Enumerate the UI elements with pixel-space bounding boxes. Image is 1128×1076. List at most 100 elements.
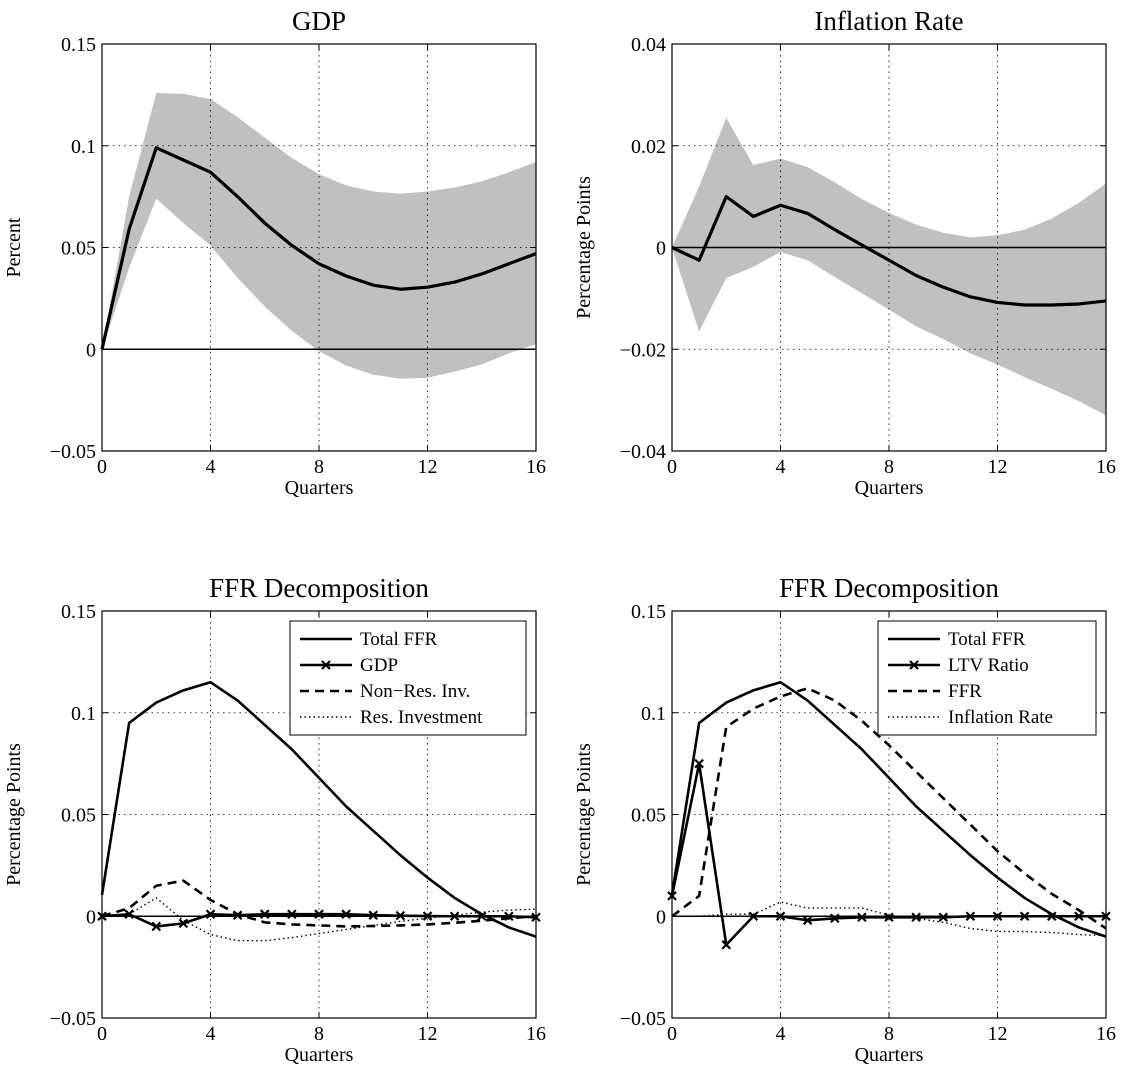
data-point-marker <box>884 912 894 923</box>
x-tick-label: 12 <box>418 456 438 478</box>
y-tick-label: 0 <box>86 906 96 928</box>
y-tick-label: 0.02 <box>631 136 666 158</box>
y-tick-label: 0.15 <box>61 601 96 623</box>
y-tick-label: −0.05 <box>50 1008 96 1030</box>
series-line-3 <box>671 687 1107 930</box>
x-tick-label: 4 <box>206 1023 216 1045</box>
x-tick-label: 16 <box>1096 1023 1116 1045</box>
data-point-marker <box>694 758 704 769</box>
data-point-marker <box>829 913 840 924</box>
y-tick-label: 0.15 <box>631 601 666 623</box>
x-tick-label: 0 <box>97 1023 107 1045</box>
data-point-marker <box>748 911 759 922</box>
series-line-1 <box>100 146 537 350</box>
x-tick-label: 4 <box>206 456 216 478</box>
y-tick-label: 0 <box>656 238 666 260</box>
y-tick-label: 0.1 <box>71 136 96 158</box>
x-axis-label: Quarters <box>855 1044 924 1066</box>
y-tick-label: 0.05 <box>631 805 666 827</box>
y-tick-label: −0.02 <box>620 339 666 361</box>
series-line-4 <box>672 901 1107 937</box>
x-tick-label: 8 <box>884 1023 894 1045</box>
chart-panel-1: 0 4 8 12 16−0.0500.050.10.15GDPQuartersPerce… <box>3 6 546 499</box>
confidence-band <box>672 117 1106 416</box>
data-point-marker <box>449 911 460 922</box>
x-tick-label: 0 <box>667 456 677 478</box>
y-axis-label: Percent <box>3 217 25 277</box>
data-point-marker <box>368 910 379 921</box>
data-point-marker <box>341 909 351 919</box>
x-tick-label: 16 <box>1096 456 1116 478</box>
data-point-marker <box>938 912 949 923</box>
data-point-marker <box>259 909 270 919</box>
legend-label: FFR <box>948 681 982 702</box>
data-point-marker <box>992 911 1003 922</box>
chart-title: FFR Decomposition <box>209 573 429 603</box>
series-line-1 <box>100 680 537 938</box>
y-axis-label: Percentage Points <box>573 176 595 319</box>
legend-label: LTV Ratio <box>948 655 1029 676</box>
x-tick-label: 12 <box>988 1023 1008 1045</box>
x-tick-label: 12 <box>418 1023 438 1045</box>
data-point-marker <box>911 912 921 923</box>
data-point-marker <box>395 910 406 921</box>
y-tick-label: 0 <box>86 339 96 361</box>
x-tick-label: 12 <box>988 456 1008 478</box>
series-line-4 <box>101 897 537 942</box>
data-point-marker <box>965 911 976 922</box>
x-tick-label: 0 <box>667 1023 677 1045</box>
legend-label: GDP <box>360 655 398 676</box>
data-point-marker <box>287 909 297 919</box>
data-point-marker <box>721 939 732 950</box>
x-axis-label: Quarters <box>285 1044 354 1066</box>
x-axis-label: Quarters <box>285 477 354 499</box>
x-tick-label: 4 <box>776 456 786 478</box>
x-tick-label: 8 <box>884 456 894 478</box>
y-tick-label: 0 <box>656 906 666 928</box>
legend-label: Res. Investment <box>360 707 483 728</box>
legend-label: Total FFR <box>948 629 1026 650</box>
y-axis-label: Percentage Points <box>573 743 595 886</box>
y-tick-label: 0.15 <box>61 34 96 56</box>
y-tick-label: −0.04 <box>620 441 666 463</box>
chart-title: Inflation Rate <box>814 6 963 36</box>
data-point-marker <box>178 918 189 929</box>
y-tick-label: −0.05 <box>620 1008 666 1030</box>
series-line-1 <box>671 195 1107 307</box>
legend-marker <box>321 660 331 670</box>
y-tick-label: 0.05 <box>61 805 96 827</box>
chart-panel-2: 0 4 8 12 16 −0.04 −0.02 0 0.02 0.04 Inflation Rate… <box>573 6 1116 499</box>
x-tick-label: 16 <box>526 456 546 478</box>
y-tick-label: 0.1 <box>641 703 666 725</box>
x-tick-label: 4 <box>776 1023 786 1045</box>
data-point-marker <box>1074 911 1084 922</box>
data-point-marker <box>1019 911 1030 922</box>
x-tick-label: 8 <box>314 456 324 478</box>
y-axis-label: Percentage Points <box>3 743 25 886</box>
data-point-marker <box>151 921 162 932</box>
data-point-marker <box>1046 911 1057 922</box>
data-point-marker <box>476 911 487 922</box>
data-point-marker <box>857 912 867 923</box>
data-point-marker <box>205 909 216 919</box>
data-point-marker <box>802 915 813 926</box>
chart-title: FFR Decomposition <box>779 573 999 603</box>
data-point-marker <box>314 909 324 919</box>
x-axis-label: Quarters <box>855 477 924 499</box>
legend-label: Total FFR <box>360 629 438 650</box>
x-tick-label: 0 <box>97 456 107 478</box>
data-point-marker <box>422 911 433 921</box>
legend-box <box>877 620 1097 736</box>
data-point-marker <box>775 911 786 922</box>
y-tick-label: −0.05 <box>50 441 96 463</box>
legend-marker <box>909 660 919 670</box>
x-tick-label: 16 <box>526 1023 546 1045</box>
series-line-1 <box>670 680 1107 938</box>
y-tick-label: 0.05 <box>61 238 96 260</box>
x-tick-label: 8 <box>314 1023 324 1045</box>
legend-label: Inflation Rate <box>948 707 1053 728</box>
y-tick-label: 0.04 <box>631 34 666 56</box>
